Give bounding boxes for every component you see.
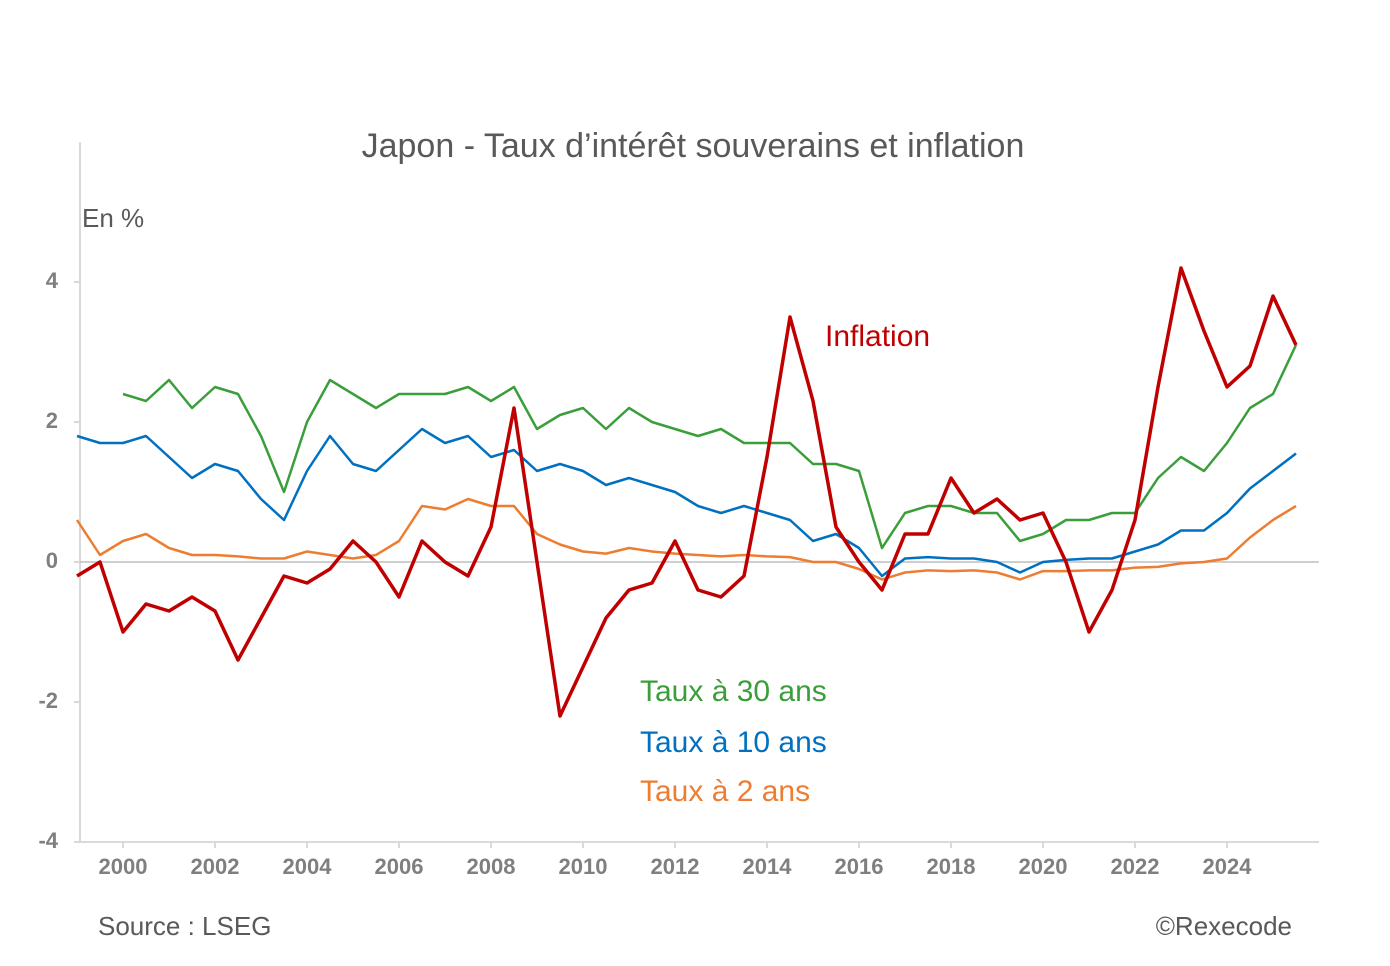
y-tick-label: 0 [46,548,58,573]
x-tick-label: 2024 [1203,854,1253,879]
y-axis-label: En % [82,203,144,233]
y-tick-label: 2 [46,408,58,433]
series-line [76,266,1298,718]
x-tick-label: 2022 [1111,854,1160,879]
x-tick-label: 2016 [835,854,884,879]
x-tick-label: 2010 [559,854,608,879]
x-tick-label: 2014 [743,854,793,879]
x-tick-label: 2012 [651,854,700,879]
x-tick-label: 2006 [375,854,424,879]
x-tick-label: 2002 [191,854,240,879]
credit: ©Rexecode [1156,911,1292,941]
legend-label: Taux à 10 ans [640,726,827,759]
series-line [76,427,1297,578]
x-tick-label: 2018 [927,854,976,879]
y-tick-label: -2 [38,688,58,713]
source: Source : LSEG [98,911,271,941]
y-tick-label: -4 [38,828,58,853]
series-line [75,497,1297,581]
legend-label: Taux à 30 ans [640,675,827,708]
y-tick-label: 4 [46,268,59,293]
x-tick-label: 2000 [99,854,148,879]
x-tick-label: 2020 [1019,854,1068,879]
chart-title: Japon - Taux d’intérêt souverains et inf… [362,127,1025,165]
x-tick-label: 2004 [283,854,333,879]
legend-label: Inflation [825,320,930,353]
series-line [122,344,1298,550]
x-tick-label: 2008 [467,854,516,879]
legend-label: Taux à 2 ans [640,775,810,808]
